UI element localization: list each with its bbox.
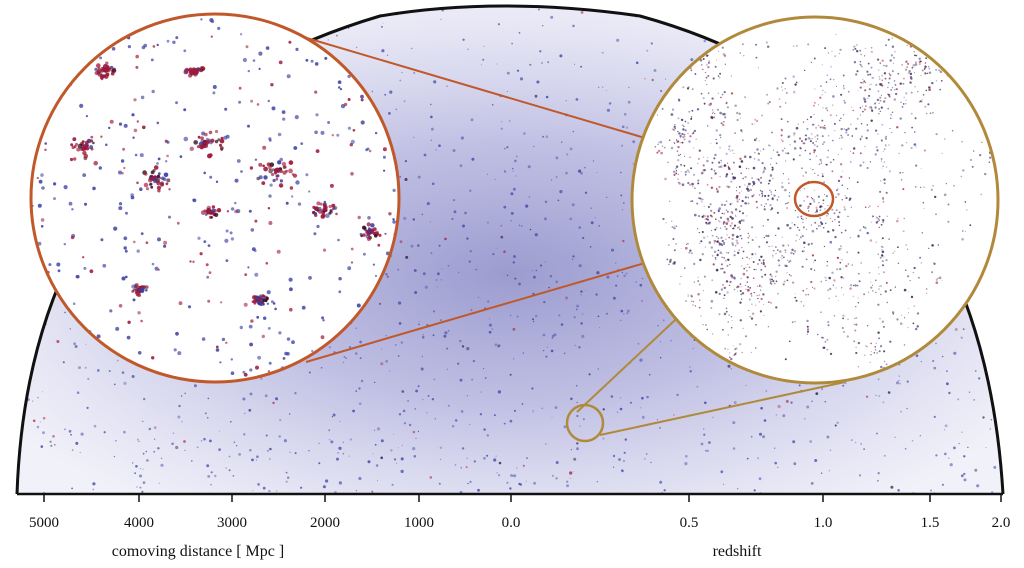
left-tick-label: 3000: [217, 515, 247, 531]
zoom-ring-large-scale: [630, 15, 1000, 385]
left-tick-label: 1000: [404, 515, 434, 531]
zoom-marker-small-scale-inner: [793, 180, 835, 218]
zoom-ring-small-scale: [29, 12, 401, 384]
right-axis-tick-labels: 0.0 0.5 1.0 1.5 2.0: [502, 515, 1011, 531]
zoom-inset-small-scale: [29, 12, 401, 384]
left-tick-label: 5000: [29, 515, 59, 531]
right-tick-label: 0.0: [502, 515, 521, 531]
left-axis-tick-labels: 5000 4000 3000 2000 1000: [29, 515, 434, 531]
axis-ticks: [43, 494, 1002, 502]
left-tick-label: 2000: [310, 515, 340, 531]
right-axis-title: redshift: [713, 543, 762, 560]
right-tick-label: 0.5: [680, 515, 699, 531]
right-tick-label: 1.0: [814, 515, 833, 531]
right-tick-label: 1.5: [921, 515, 940, 531]
right-tick-label: 2.0: [992, 515, 1011, 531]
left-axis-title: comoving distance [ Mpc ]: [112, 543, 284, 560]
zoom-inset-large-scale: [630, 15, 1000, 385]
left-tick-label: 4000: [124, 515, 154, 531]
zoom-marker-large-scale: [565, 403, 605, 443]
